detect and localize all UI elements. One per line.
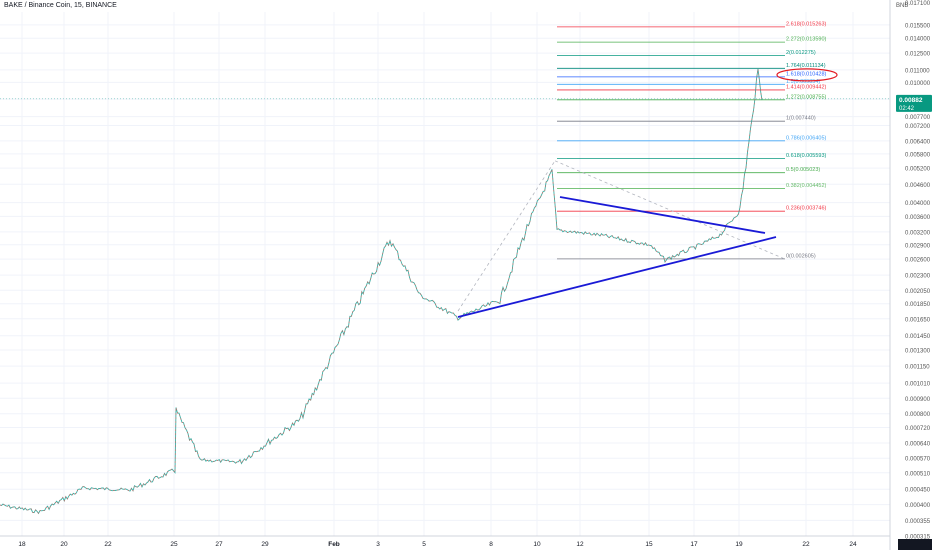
current-price-badge <box>896 94 932 112</box>
x-tick-label: Feb <box>328 541 340 548</box>
fib-level-label: 1.764(0.011134) <box>786 63 826 69</box>
y-tick-label: 0.011000 <box>905 68 930 74</box>
y-tick-label: 0.004600 <box>905 183 931 189</box>
current-price-value: 0.00882 <box>899 97 923 104</box>
fib-level-label: 2.272(0.013590) <box>786 37 827 43</box>
y-tick-label: 0.000570 <box>905 457 931 463</box>
fib-level-label: 0.236(0.003746) <box>786 206 827 212</box>
bar-countdown: 02:42 <box>899 106 915 112</box>
y-tick-label: 0.014000 <box>905 37 931 43</box>
currency-unit: BNB <box>896 3 909 9</box>
y-tick-label: 0.000400 <box>905 503 931 509</box>
x-tick-label: 27 <box>215 541 223 548</box>
x-tick-label: 15 <box>645 541 653 548</box>
y-tick-label: 0.000900 <box>905 397 931 403</box>
y-tick-label: 0.001450 <box>905 334 931 340</box>
x-tick-label: 20 <box>60 541 68 548</box>
y-tick-label: 0.017100 <box>905 1 931 7</box>
x-tick-label: 29 <box>261 541 269 548</box>
y-tick-label: 0.002050 <box>905 289 931 295</box>
triangle-upper-line <box>559 196 766 234</box>
y-tick-label: 0.000315 <box>905 535 931 541</box>
fib-level-label: 0.786(0.006405) <box>786 135 827 141</box>
y-tick-label: 0.001650 <box>905 317 931 323</box>
y-tick-label: 0.000720 <box>905 426 931 432</box>
fib-level-label: 0.382(0.004452) <box>786 183 827 189</box>
y-tick-label: 0.012500 <box>905 52 931 58</box>
fib-level-label: 2(0.012275) <box>786 50 816 56</box>
y-tick-label: 0.002600 <box>905 258 931 264</box>
y-tick-label: 0.010000 <box>905 81 931 87</box>
price-series-down <box>0 68 763 514</box>
fib-level-label: 1.618(0.010428) <box>786 71 827 77</box>
y-tick-label: 0.000640 <box>905 442 931 448</box>
tradingview-logo <box>898 539 932 550</box>
y-tick-label: 0.005800 <box>905 152 931 158</box>
y-tick-label: 0.015500 <box>905 23 931 29</box>
fib-level-label: 1.414(0.009442) <box>786 84 827 90</box>
y-tick-label: 0.004000 <box>905 201 931 207</box>
x-tick-label: 22 <box>104 541 112 548</box>
y-tick-label: 0.001010 <box>905 382 931 388</box>
triangle-lower-line <box>457 236 777 318</box>
fib-level-label: 2.618(0.015263) <box>786 21 827 27</box>
price-series-up <box>0 68 763 515</box>
x-tick-label: 17 <box>690 541 698 548</box>
fib-level-label: 0.5(0.005023) <box>786 167 820 173</box>
y-tick-label: 0.007700 <box>905 115 931 121</box>
x-tick-label: 12 <box>576 541 584 548</box>
x-tick-label: 5 <box>422 541 426 548</box>
y-tick-label: 0.001150 <box>905 365 930 371</box>
y-tick-label: 0.002300 <box>905 274 931 280</box>
y-tick-label: 0.000800 <box>905 412 931 418</box>
x-tick-label: 18 <box>18 541 26 548</box>
highlight-ellipse <box>776 68 838 82</box>
fib-level-label: 1.5(0.009854) <box>786 79 820 85</box>
y-tick-label: 0.000355 <box>905 519 931 525</box>
x-tick-label: 10 <box>533 541 541 548</box>
fib-level-label: 1.272(0.008755) <box>786 94 827 100</box>
y-tick-label: 0.001300 <box>905 349 931 355</box>
y-tick-label: 0.007200 <box>905 124 931 130</box>
x-tick-label: 3 <box>376 541 380 548</box>
x-tick-label: 24 <box>849 541 857 548</box>
y-tick-label: 0.003200 <box>905 230 931 236</box>
x-tick-label: 19 <box>735 541 743 548</box>
fib-level-label: 1(0.007440) <box>786 116 816 122</box>
y-tick-label: 0.003600 <box>905 215 931 221</box>
y-tick-label: 0.002900 <box>905 243 931 249</box>
chart-title: BAKE / Binance Coin, 15, BINANCE <box>4 2 117 9</box>
y-tick-label: 0.000450 <box>905 488 931 494</box>
y-tick-label: 0.005200 <box>905 167 931 173</box>
x-tick-label: 8 <box>489 541 493 548</box>
fib-level-label: 0.618(0.005593) <box>786 153 827 159</box>
x-tick-label: 25 <box>170 541 178 548</box>
y-tick-label: 0.001850 <box>905 302 931 308</box>
fib-level-label: 0(0.002605) <box>786 253 816 259</box>
x-tick-label: 22 <box>802 541 810 548</box>
y-tick-label: 0.006400 <box>905 139 931 145</box>
y-tick-label: 0.000510 <box>905 471 931 477</box>
